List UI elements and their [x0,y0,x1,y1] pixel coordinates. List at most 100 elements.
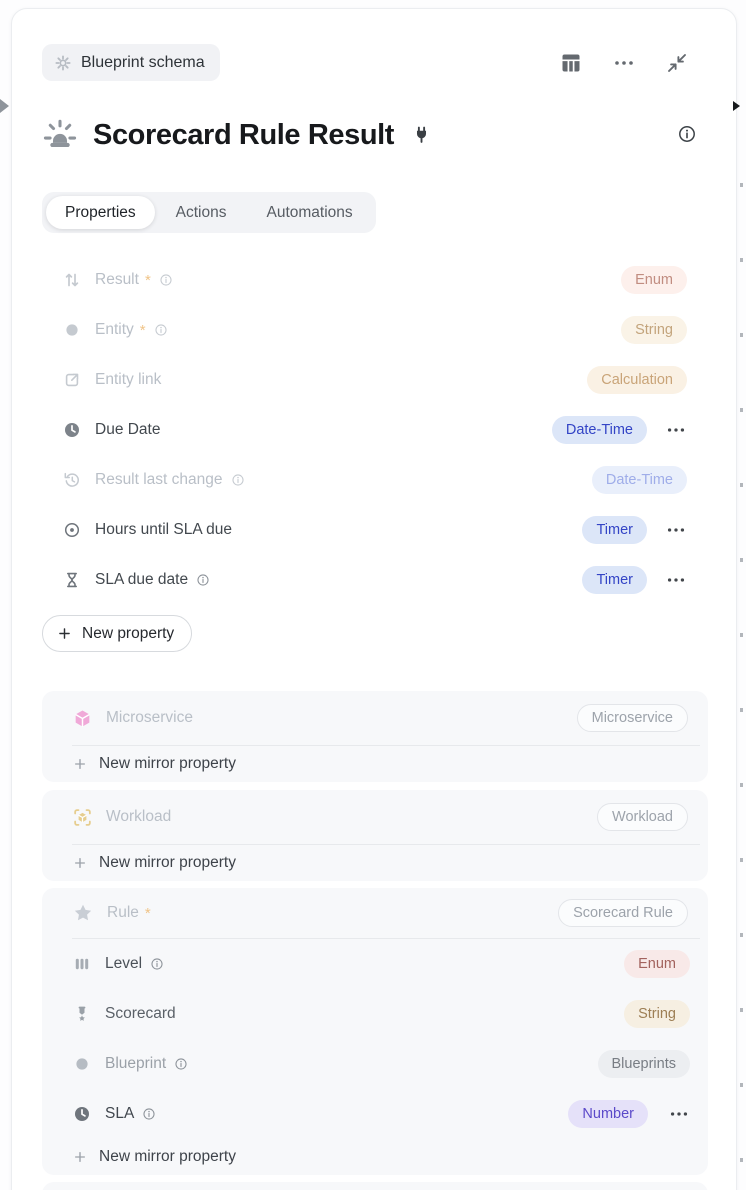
mirror-label: Scorecard [105,1005,176,1022]
table-view-button[interactable] [559,51,583,75]
sort-arrows-icon [62,270,82,290]
required-marker: * [144,904,151,922]
mirror-row-sla[interactable]: SLA Number [42,1089,708,1139]
schema-chip-label: Blueprint schema [81,53,205,71]
type-badge: String [624,1000,690,1028]
property-label: Entity [95,321,134,338]
page-title: Scorecard Rule Result [93,118,395,151]
new-property-button[interactable]: New property [42,615,193,652]
row-menu-button[interactable] [664,519,687,541]
mirror-row-level[interactable]: Level Enum [42,939,708,989]
tab-properties[interactable]: Properties [46,196,155,229]
type-badge: Blueprints [597,1050,690,1078]
property-label: Result last change [95,471,223,488]
mirror-row-blueprint[interactable]: Blueprint Blueprints [42,1039,708,1089]
tab-bar: Properties Actions Automations [42,192,376,233]
property-row-entity-link[interactable]: Entity link Calculation [42,355,708,405]
property-row-hours-until-sla-due[interactable]: Hours until SLA due Timer [42,505,708,555]
relation-target-badge: Workload [597,803,688,831]
info-icon [174,1057,188,1071]
row-menu-button[interactable] [667,1103,690,1125]
info-icon [142,1107,156,1121]
sidebar-expand-arrow-icon[interactable] [0,99,9,113]
new-mirror-property-button[interactable]: New mirror property [42,746,708,781]
plus-icon [72,1149,88,1165]
mirror-row-scorecard[interactable]: Scorecard String [42,989,708,1039]
type-badge: Timer [582,566,647,594]
circle-icon [72,1054,92,1074]
new-mirror-property-button[interactable]: New mirror property [42,845,708,880]
property-label: Due Date [95,421,161,438]
tab-actions[interactable]: Actions [175,203,227,221]
more-icon [665,569,687,591]
divider [72,745,700,746]
relation-card-partial [42,1182,708,1190]
info-icon [159,273,173,287]
divider [72,938,700,939]
cube-scan-icon [72,807,93,828]
required-marker: * [144,271,151,289]
circle-icon [62,320,82,340]
type-badge: Enum [624,950,690,978]
clock-icon [62,420,82,440]
target-dot-icon [62,520,82,540]
info-icon [231,473,245,487]
property-label: Result [95,271,139,288]
type-badge: Number [568,1100,648,1128]
relation-card-workload: Workload Workload New mirror property [42,790,708,881]
medal-icon [72,1004,92,1024]
type-badge: Date-Time [551,416,647,444]
info-icon [154,323,168,337]
type-badge: Calculation [587,366,687,394]
rail-arrow-icon[interactable] [733,101,740,111]
relation-row-workload[interactable]: Workload Workload [42,790,708,844]
more-icon [665,519,687,541]
new-property-label: New property [82,624,175,642]
row-menu-button[interactable] [664,419,687,441]
property-row-due-date[interactable]: Due Date Date-Time [42,405,708,455]
row-menu-button[interactable] [664,569,687,591]
relation-row-rule[interactable]: Rule * Scorecard Rule [42,888,708,938]
tab-automations[interactable]: Automations [266,203,353,221]
property-row-entity[interactable]: Entity * String [42,305,708,355]
top-bar: Blueprint schema [42,44,689,81]
collapse-button[interactable] [665,51,689,75]
type-badge: Timer [582,516,647,544]
info-icon [677,124,697,144]
new-mirror-property-label: New mirror property [99,754,236,772]
property-label: SLA due date [95,571,189,588]
relation-label: Microservice [106,709,193,726]
property-row-sla-due-date[interactable]: SLA due date Timer [42,555,708,605]
table-icon [559,51,583,75]
new-mirror-property-label: New mirror property [99,1147,236,1165]
type-badge: String [621,316,687,344]
blueprint-schema-chip[interactable]: Blueprint schema [42,44,220,81]
top-actions [559,51,689,75]
mirror-label: SLA [105,1105,135,1122]
cube-icon [72,708,93,729]
blueprint-info-button[interactable] [677,124,697,144]
more-menu-button[interactable] [612,51,636,75]
more-icon [612,51,636,75]
history-icon [62,470,82,490]
more-icon [665,419,687,441]
hourglass-icon [62,570,82,590]
relation-card-microservice: Microservice Microservice New mirror pro… [42,691,708,782]
property-row-result[interactable]: Result * Enum [42,255,708,305]
property-label: Hours until SLA due [95,521,233,538]
siren-icon [42,117,78,153]
new-mirror-property-button[interactable]: New mirror property [42,1139,708,1174]
type-badge: Enum [621,266,687,294]
plug-icon [411,125,432,146]
relation-card-rule: Rule * Scorecard Rule Level Enum Scoreca… [42,888,708,1175]
plus-icon [72,855,88,871]
required-marker: * [139,321,146,339]
clock-icon [72,1104,92,1124]
info-icon [196,573,210,587]
more-icon [668,1103,690,1125]
relation-row-microservice[interactable]: Microservice Microservice [42,691,708,745]
star-icon [72,902,94,924]
external-link-icon [62,370,82,390]
property-row-result-last-change[interactable]: Result last change Date-Time [42,455,708,505]
divider [72,844,700,845]
